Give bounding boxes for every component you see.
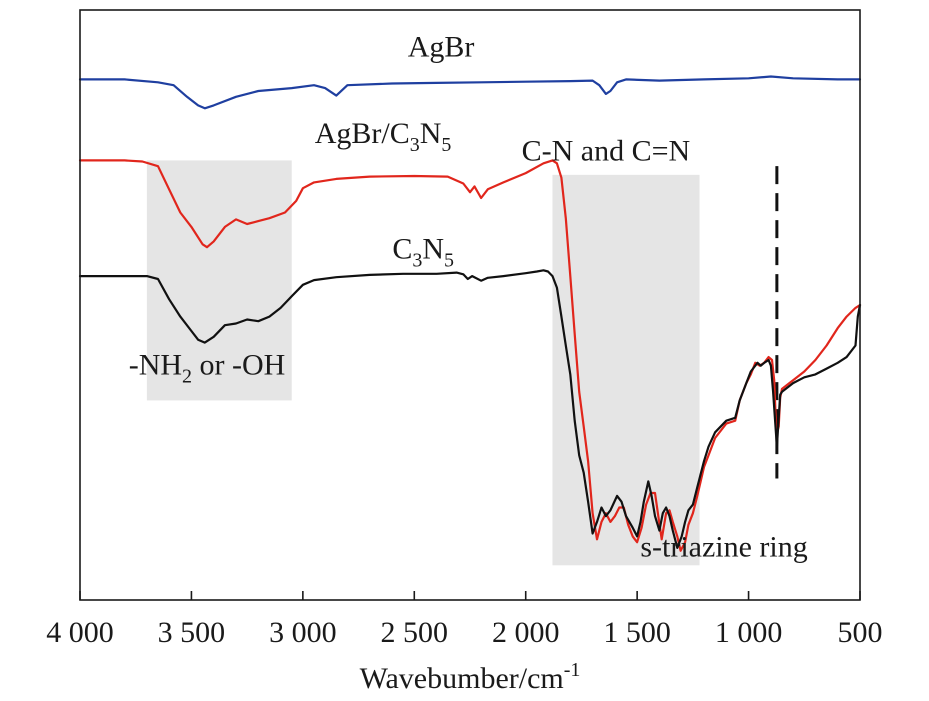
- x-tick-label: 1 000: [715, 616, 783, 649]
- x-axis-label: Wavebumber/cm-1: [360, 659, 581, 695]
- x-tick-label: 3 500: [158, 616, 226, 649]
- axes: 4 000 3 500 3 000 2 500 2 000 1 500 1 000 500 W…: [46, 9, 883, 695]
- x-tick-label: 1 500: [603, 616, 671, 649]
- x-ticks: 4 000 3 500 3 000 2 500 2 000 1 500 1 000 500: [46, 591, 883, 649]
- x-tick-label: 2 500: [381, 616, 449, 649]
- agbr-label: AgBr: [408, 30, 475, 63]
- x-tick-label: 3 000: [269, 616, 337, 649]
- plot-frame: [79, 9, 861, 601]
- series-line-c3n5: [78, 269, 862, 549]
- series-line-agbr: [78, 75, 862, 110]
- shaded-region-1: [146, 160, 292, 401]
- shaded-region-2: [552, 174, 700, 566]
- triazine-label: s-triazine ring: [640, 531, 807, 564]
- nh2-label: -NH2 or -OH: [129, 348, 286, 387]
- x-tick-label: 2 000: [492, 616, 560, 649]
- agbr-c3n5-label: AgBr/C3N5: [315, 117, 452, 156]
- c3n5-label: C3N5: [392, 233, 454, 272]
- x-tick-label: 4 000: [46, 616, 114, 649]
- annotations: AgBr AgBr/C3N5 C-N and C=N C3N5 -NH2 or -OH s…: [129, 30, 808, 563]
- shaded-regions: [146, 160, 700, 566]
- cn-label: C-N and C=N: [522, 134, 691, 167]
- series-lines: [78, 75, 862, 552]
- x-tick-label: 500: [838, 616, 883, 649]
